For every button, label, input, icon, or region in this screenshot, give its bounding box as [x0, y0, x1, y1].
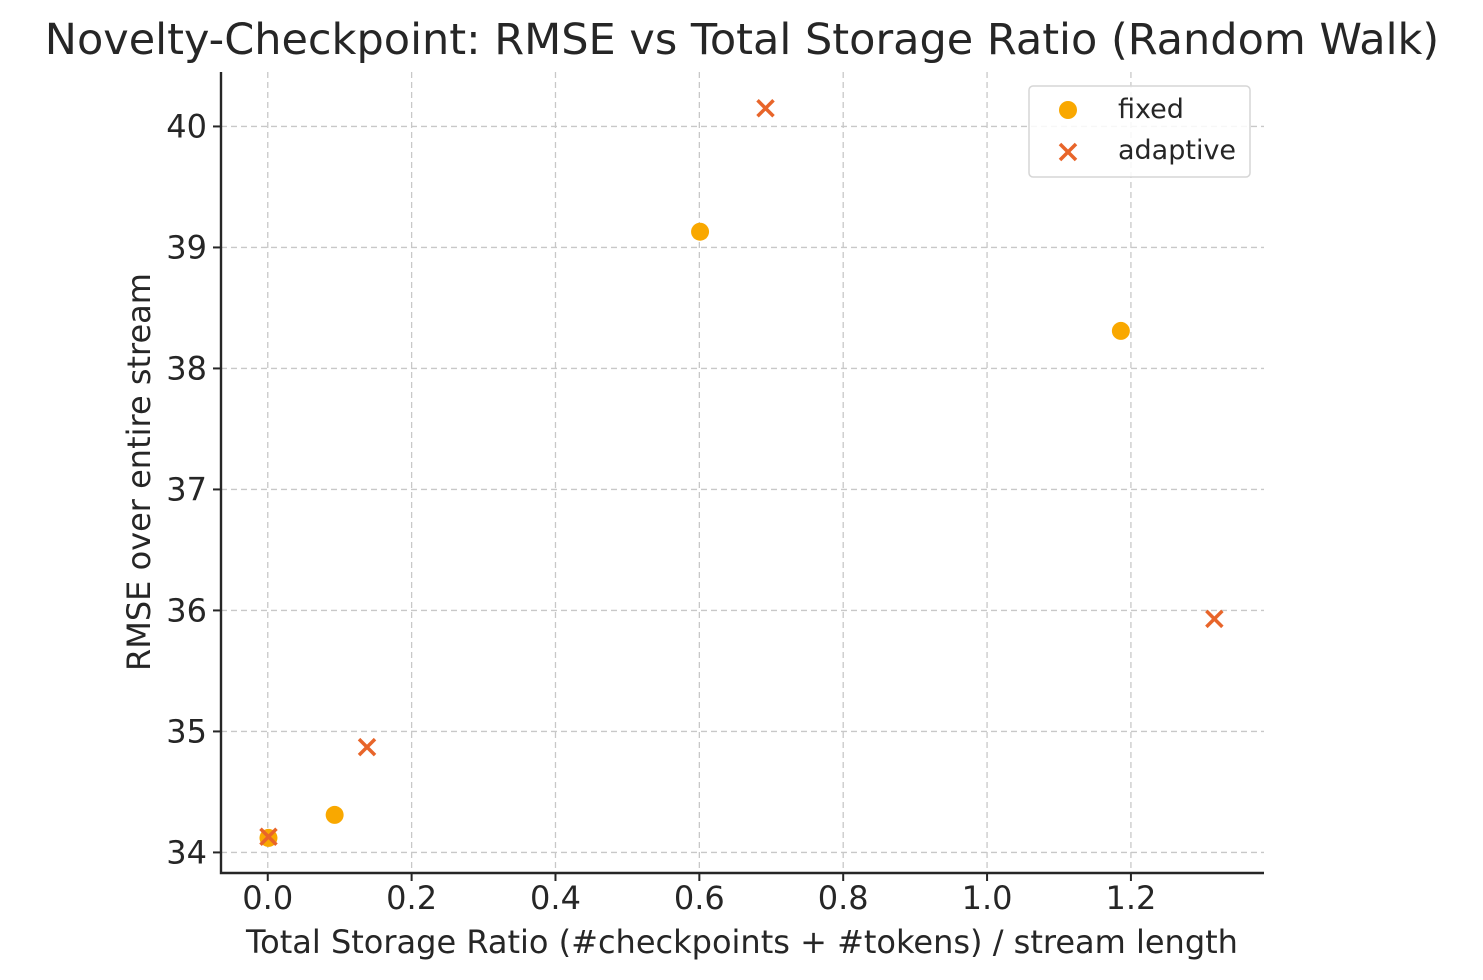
x-tick-label: 0.8	[818, 879, 869, 917]
y-tick-label: 37	[166, 470, 207, 508]
y-axis-label: RMSE over entire stream	[120, 273, 158, 671]
x-tick-label: 0.4	[530, 879, 581, 917]
legend-marker-adaptive	[1058, 142, 1078, 162]
x-tick-label: 1.0	[962, 879, 1013, 917]
y-tick-label: 36	[166, 591, 207, 629]
y-tick-label: 38	[166, 349, 207, 387]
x-tick-label: 1.2	[1105, 879, 1156, 917]
y-tick-label: 39	[166, 228, 207, 266]
point-adaptive	[259, 827, 278, 846]
y-tick-label: 35	[166, 712, 207, 750]
legend: fixed adaptive	[1028, 85, 1251, 178]
point-fixed	[691, 222, 710, 241]
legend-label-fixed: fixed	[1118, 94, 1184, 125]
y-tick-label: 40	[166, 107, 207, 145]
legend-box	[1028, 85, 1251, 178]
axis-ticks	[213, 125, 1132, 881]
data-points	[259, 99, 1224, 847]
tick-labels: 0.0 0.2 0.4 0.6 0.8 1.0 1.2 34 35 36 37 38 39 40	[166, 107, 1156, 917]
point-adaptive	[756, 99, 775, 118]
point-fixed	[1111, 321, 1130, 340]
point-adaptive	[357, 737, 377, 757]
x-tick-label: 0.6	[674, 879, 725, 917]
axis-spines	[219, 72, 1264, 875]
legend-label-adaptive: adaptive	[1118, 135, 1236, 166]
x-tick-label: 0.2	[386, 879, 437, 917]
x-tick-label: 0.0	[242, 879, 293, 917]
legend-marker-fixed	[1059, 101, 1077, 119]
x-axis-label: Total Storage Ratio (#checkpoints + #tok…	[245, 923, 1238, 961]
point-adaptive	[1205, 609, 1224, 629]
grid-lines	[221, 72, 1264, 873]
point-fixed	[325, 805, 344, 824]
y-tick-label: 34	[166, 833, 207, 871]
chart-title: Novelty-Checkpoint: RMSE vs Total Storag…	[45, 15, 1439, 65]
